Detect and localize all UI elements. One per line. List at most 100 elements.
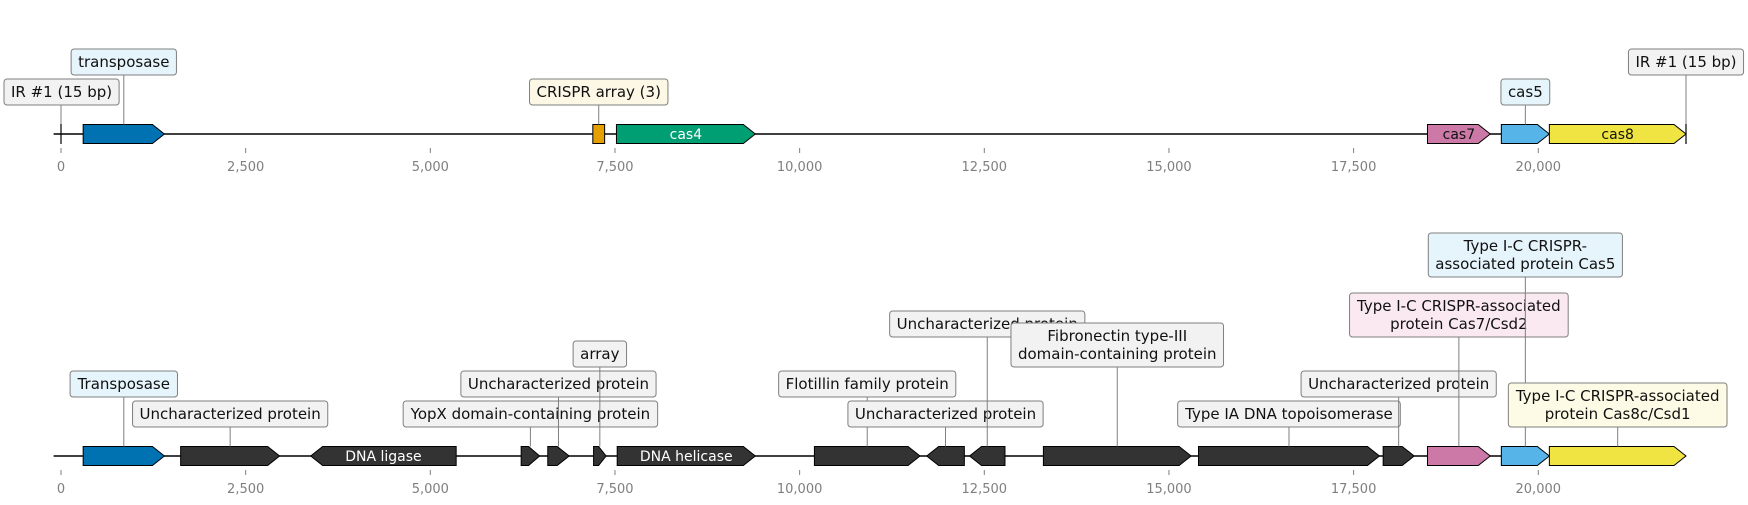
gene-arrow bbox=[1382, 446, 1415, 466]
label-text: IR #1 (15 bp) bbox=[1635, 53, 1736, 71]
label-text: Type IA DNA topoisomerase bbox=[1184, 405, 1393, 423]
feature-label: Transposase bbox=[69, 370, 178, 398]
feature-label: Flotillin family protein bbox=[778, 370, 957, 398]
label-box bbox=[572, 340, 628, 368]
feature: Type IA DNA topoisomerase bbox=[1177, 400, 1401, 466]
feature: cas4 bbox=[615, 124, 757, 144]
gene-arrow bbox=[616, 446, 757, 466]
feature-label: Type I-C CRISPR-associated protein Cas8c/… bbox=[1507, 382, 1728, 428]
tick-label: 10,000 bbox=[777, 160, 823, 175]
tick-label: 15,000 bbox=[1146, 160, 1192, 175]
tick-label: 0 bbox=[57, 160, 65, 175]
gene-name: cas8 bbox=[1601, 127, 1633, 143]
feature-label: cas5 bbox=[1500, 78, 1551, 106]
tick-label: 7,500 bbox=[596, 482, 633, 497]
label-box bbox=[778, 370, 957, 398]
label-box bbox=[1349, 292, 1569, 338]
tick-label: 2,500 bbox=[227, 160, 264, 175]
feature-label: Type I-C CRISPR-associated protein Cas5 bbox=[1427, 232, 1623, 278]
gene-arrow bbox=[925, 446, 965, 466]
tick-label: 10,000 bbox=[777, 482, 823, 497]
feature: IR #1 (15 bp) bbox=[1627, 48, 1745, 144]
feature: YopX domain-containing protein bbox=[402, 400, 659, 466]
label-text: transposase bbox=[78, 53, 169, 71]
label-text: Type I-C CRISPR-associated protein Cas5 bbox=[1435, 237, 1615, 273]
label-box bbox=[1507, 382, 1728, 428]
tick-label: 20,000 bbox=[1516, 160, 1562, 175]
label-text: Flotillin family protein bbox=[786, 375, 949, 393]
track-top: 0 2,500 5,000 7,500 10,000 12,500 15,000 17,500… bbox=[3, 48, 1745, 175]
gene-arrow bbox=[1500, 124, 1551, 144]
label-box bbox=[402, 400, 659, 428]
label-box bbox=[847, 400, 1044, 428]
axis-ticks: 0 2,500 5,000 7,500 10,000 12,500 15,000 17,500… bbox=[57, 148, 1561, 175]
label-text: Uncharacterized protein bbox=[140, 405, 321, 423]
label-text: Uncharacterized protein bbox=[468, 375, 649, 393]
gene-arrow bbox=[1042, 446, 1192, 466]
tick-label: 7,500 bbox=[596, 160, 633, 175]
feature: IR #1 (15 bp) bbox=[3, 78, 120, 144]
feature-label: CRISPR array (3) bbox=[529, 78, 669, 106]
feature: DNA helicase bbox=[616, 446, 757, 466]
feature-label: Uncharacterized protein bbox=[1300, 370, 1497, 398]
gene-arrow bbox=[1198, 446, 1381, 466]
feature: DNA ligase bbox=[309, 446, 457, 466]
tick-label: 5,000 bbox=[412, 160, 449, 175]
gene-arrow bbox=[82, 124, 166, 144]
label-text: IR #1 (15 bp) bbox=[11, 83, 112, 101]
label-text: array bbox=[580, 345, 619, 363]
gene-arrow bbox=[82, 446, 166, 466]
track-bottom: 0 2,500 5,000 7,500 10,000 12,500 15,000 17,500… bbox=[53, 232, 1728, 497]
feature: Type I-C CRISPR-associated protein Cas8c/… bbox=[1507, 382, 1728, 466]
gene-arrow bbox=[1500, 446, 1551, 466]
label-text: Fibronectin type-III domain-containing pr… bbox=[1018, 327, 1217, 363]
feature: CRISPR array (3) bbox=[529, 78, 669, 144]
gene-arrow bbox=[1426, 446, 1492, 466]
label-text: Type I-C CRISPR-associated protein Cas8c/… bbox=[1515, 387, 1720, 423]
feature: Type I-C CRISPR-associated protein Cas7/C… bbox=[1349, 292, 1569, 466]
feature: transposase bbox=[70, 48, 177, 144]
gene-name: DNA helicase bbox=[640, 449, 733, 465]
gene-arrow bbox=[520, 446, 541, 466]
tick-label: 15,000 bbox=[1146, 482, 1192, 497]
feature: Uncharacterized protein bbox=[132, 400, 329, 466]
tick-label: 2,500 bbox=[227, 482, 264, 497]
feature: cas8 bbox=[1548, 124, 1687, 144]
feature-label: Uncharacterized protein bbox=[847, 400, 1044, 428]
label-box bbox=[70, 48, 177, 76]
feature: cas5 bbox=[1500, 78, 1551, 144]
tick-label: 12,500 bbox=[962, 482, 1008, 497]
gene-arrow bbox=[309, 446, 457, 466]
gene-arrow bbox=[592, 124, 606, 144]
feature: cas7 bbox=[1426, 124, 1492, 144]
feature-label: Uncharacterized protein bbox=[132, 400, 329, 428]
feature-label: Type IA DNA topoisomerase bbox=[1177, 400, 1401, 428]
feature: Uncharacterized protein bbox=[847, 400, 1044, 466]
feature-label: Type I-C CRISPR-associated protein Cas7/C… bbox=[1349, 292, 1569, 338]
feature: Flotillin family protein bbox=[778, 370, 957, 466]
feature: Transposase bbox=[69, 370, 178, 466]
label-text: YopX domain-containing protein bbox=[410, 405, 650, 423]
label-box bbox=[529, 78, 669, 106]
label-text: cas5 bbox=[1508, 83, 1543, 101]
gene-arrow bbox=[547, 446, 570, 466]
tick-label: 17,500 bbox=[1331, 160, 1377, 175]
axis-ticks: 0 2,500 5,000 7,500 10,000 12,500 15,000 17,500… bbox=[57, 470, 1561, 497]
gene-arrow bbox=[180, 446, 281, 466]
gene-arrow bbox=[1426, 124, 1492, 144]
gene-name: cas7 bbox=[1443, 127, 1475, 143]
label-box bbox=[1627, 48, 1745, 76]
label-box bbox=[1500, 78, 1551, 106]
feature-label: YopX domain-containing protein bbox=[402, 400, 659, 428]
feature: Type I-C CRISPR-associated protein Cas5 bbox=[1427, 232, 1623, 466]
feature: Uncharacterized protein bbox=[460, 370, 657, 466]
gene-name: cas4 bbox=[670, 127, 703, 143]
label-text: CRISPR array (3) bbox=[537, 83, 661, 101]
label-box bbox=[3, 78, 120, 106]
feature-label: Fibronectin type-III domain-containing pr… bbox=[1010, 322, 1225, 368]
feature-label: transposase bbox=[70, 48, 177, 76]
label-text: Transposase bbox=[77, 375, 170, 393]
tick-label: 17,500 bbox=[1331, 482, 1377, 497]
gene-arrow bbox=[968, 446, 1006, 466]
